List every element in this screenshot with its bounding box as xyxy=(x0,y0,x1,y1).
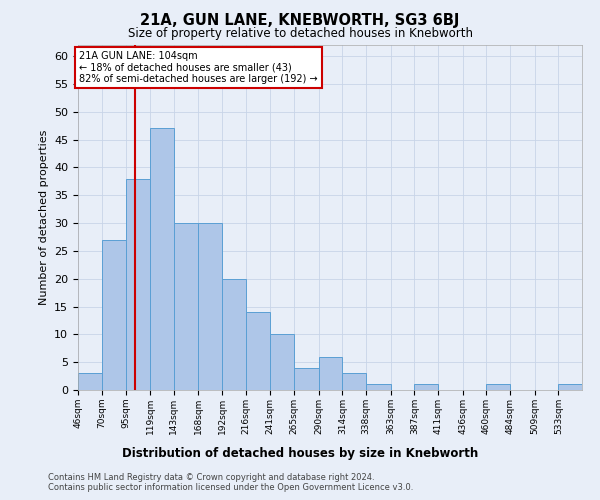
Bar xyxy=(343,374,366,390)
Y-axis label: Number of detached properties: Number of detached properties xyxy=(38,130,49,305)
Bar xyxy=(173,223,199,390)
Bar xyxy=(101,240,127,390)
Bar xyxy=(294,368,319,390)
Bar xyxy=(487,384,510,390)
Bar xyxy=(199,223,222,390)
Bar xyxy=(319,356,343,390)
Bar xyxy=(222,278,245,390)
Bar xyxy=(78,374,101,390)
Bar xyxy=(415,384,438,390)
Bar xyxy=(271,334,294,390)
Text: Contains public sector information licensed under the Open Government Licence v3: Contains public sector information licen… xyxy=(48,482,413,492)
Bar xyxy=(127,178,150,390)
Bar xyxy=(245,312,271,390)
Text: Contains HM Land Registry data © Crown copyright and database right 2024.: Contains HM Land Registry data © Crown c… xyxy=(48,472,374,482)
Bar xyxy=(150,128,173,390)
Bar xyxy=(559,384,582,390)
Text: Size of property relative to detached houses in Knebworth: Size of property relative to detached ho… xyxy=(128,28,473,40)
Text: 21A GUN LANE: 104sqm
← 18% of detached houses are smaller (43)
82% of semi-detac: 21A GUN LANE: 104sqm ← 18% of detached h… xyxy=(79,50,317,84)
Text: Distribution of detached houses by size in Knebworth: Distribution of detached houses by size … xyxy=(122,448,478,460)
Text: 21A, GUN LANE, KNEBWORTH, SG3 6BJ: 21A, GUN LANE, KNEBWORTH, SG3 6BJ xyxy=(140,12,460,28)
Bar xyxy=(366,384,391,390)
